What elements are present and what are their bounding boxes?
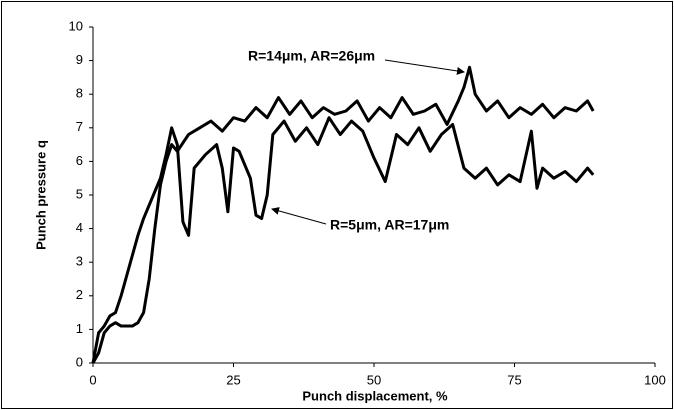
data-line (91, 116, 595, 364)
y-tick-label: 6 (76, 153, 83, 168)
y-tick-label: 2 (76, 287, 83, 302)
y-tick-label: 9 (76, 52, 83, 67)
x-tick-label: 100 (644, 372, 666, 387)
annotation: R=5μm, AR=17μm (330, 217, 449, 233)
y-tick-label: 5 (76, 186, 83, 201)
x-tick-label: 25 (226, 372, 240, 387)
y-axis-title: Punch pressure q (33, 140, 48, 250)
x-axis-title: Punch displacement, % (302, 388, 448, 403)
annotation: R=14μm, AR=26μm (248, 48, 375, 64)
data-line (91, 65, 595, 364)
y-tick-label: 8 (76, 86, 83, 101)
x-tick-label: 75 (507, 372, 521, 387)
y-tick-label: 0 (76, 354, 83, 369)
x-tick-label: 50 (367, 372, 381, 387)
y-tick-label: 10 (69, 18, 83, 33)
y-tick-label: 1 (76, 321, 83, 336)
y-tick-label: 7 (76, 119, 83, 134)
annotation-arrow (271, 207, 327, 225)
annotation-arrow (384, 59, 465, 75)
y-tick-label: 3 (76, 254, 83, 269)
x-tick-label: 0 (89, 372, 96, 387)
y-tick-label: 4 (76, 220, 83, 235)
